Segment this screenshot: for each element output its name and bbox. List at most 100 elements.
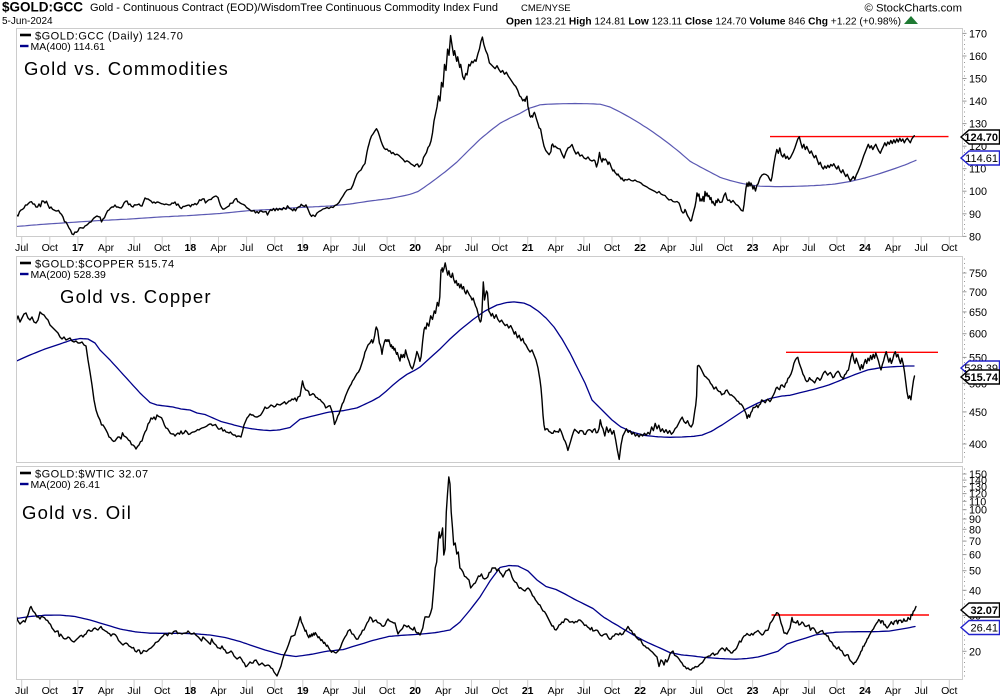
- svg-text:Apr: Apr: [98, 685, 115, 697]
- svg-text:Oct: Oct: [941, 242, 957, 254]
- svg-text:80: 80: [969, 524, 981, 536]
- svg-text:40: 40: [969, 585, 981, 597]
- svg-text:Apr: Apr: [98, 242, 115, 254]
- svg-text:Jul: Jul: [690, 242, 703, 254]
- svg-text:21: 21: [522, 685, 534, 697]
- svg-text:450: 450: [969, 407, 987, 419]
- svg-text:130: 130: [969, 482, 987, 494]
- svg-text:Jul: Jul: [240, 242, 253, 254]
- svg-text:32.07: 32.07: [970, 605, 998, 617]
- svg-text:Oct: Oct: [379, 242, 395, 254]
- svg-text:$GOLD:GCC (Daily) 124.70: $GOLD:GCC (Daily) 124.70: [35, 31, 183, 43]
- svg-text:MA(400) 114.61: MA(400) 114.61: [31, 41, 106, 53]
- svg-text:600: 600: [969, 329, 987, 341]
- svg-text:114.61: 114.61: [965, 153, 998, 165]
- svg-text:400: 400: [969, 439, 987, 451]
- svg-text:Jul: Jul: [15, 685, 28, 697]
- svg-text:CME/NYSE: CME/NYSE: [521, 3, 571, 14]
- svg-text:19: 19: [297, 685, 309, 697]
- svg-text:Jul: Jul: [127, 242, 140, 254]
- svg-text:24: 24: [859, 685, 871, 697]
- svg-text:Gold vs. Oil: Gold vs. Oil: [22, 502, 132, 523]
- svg-text:Jul: Jul: [240, 685, 253, 697]
- svg-text:80: 80: [969, 231, 981, 243]
- svg-text:Oct: Oct: [829, 242, 845, 254]
- svg-text:$GOLD:$COPPER 515.74: $GOLD:$COPPER 515.74: [35, 259, 175, 271]
- svg-text:Oct: Oct: [154, 242, 170, 254]
- svg-text:Apr: Apr: [435, 685, 452, 697]
- svg-text:100: 100: [969, 186, 987, 198]
- svg-text:MA(200) 528.39: MA(200) 528.39: [31, 269, 106, 281]
- svg-text:50: 50: [969, 566, 981, 578]
- svg-text:90: 90: [969, 209, 981, 221]
- svg-text:700: 700: [969, 287, 987, 299]
- svg-text:19: 19: [297, 242, 309, 254]
- svg-text:160: 160: [969, 51, 987, 63]
- svg-text:22: 22: [634, 685, 646, 697]
- svg-text:Apr: Apr: [548, 685, 565, 697]
- svg-text:18: 18: [185, 685, 197, 697]
- svg-text:150: 150: [969, 469, 987, 481]
- svg-text:90: 90: [969, 514, 981, 526]
- svg-text:18: 18: [185, 242, 197, 254]
- svg-text:Apr: Apr: [885, 242, 902, 254]
- svg-text:150: 150: [969, 74, 987, 86]
- svg-text:Jul: Jul: [802, 242, 815, 254]
- svg-text:Oct: Oct: [267, 242, 283, 254]
- svg-text:Gold vs. Copper: Gold vs. Copper: [60, 286, 212, 307]
- svg-text:750: 750: [969, 268, 987, 280]
- svg-text:Apr: Apr: [210, 242, 227, 254]
- svg-text:Jul: Jul: [127, 685, 140, 697]
- svg-text:Oct: Oct: [716, 242, 732, 254]
- svg-text:© StockCharts.com: © StockCharts.com: [865, 3, 962, 15]
- svg-text:$GOLD:$WTIC 32.07: $GOLD:$WTIC 32.07: [35, 469, 149, 481]
- svg-text:110: 110: [969, 164, 986, 176]
- svg-text:Apr: Apr: [773, 242, 790, 254]
- svg-text:Oct: Oct: [42, 242, 58, 254]
- svg-text:Jul: Jul: [465, 685, 478, 697]
- svg-text:17: 17: [72, 242, 84, 254]
- svg-text:Apr: Apr: [548, 242, 565, 254]
- svg-text:Oct: Oct: [829, 685, 845, 697]
- svg-text:Jul: Jul: [352, 685, 365, 697]
- svg-text:124.70: 124.70: [964, 132, 998, 144]
- svg-text:Gold vs. Commodities: Gold vs. Commodities: [24, 58, 229, 79]
- svg-text:Jul: Jul: [465, 242, 478, 254]
- svg-text:140: 140: [969, 96, 987, 108]
- svg-text:Oct: Oct: [716, 685, 732, 697]
- svg-text:Jul: Jul: [914, 685, 927, 697]
- svg-text:Oct: Oct: [379, 685, 395, 697]
- svg-text:70: 70: [969, 536, 981, 548]
- svg-text:Oct: Oct: [604, 242, 620, 254]
- svg-text:100: 100: [969, 505, 987, 517]
- svg-text:Oct: Oct: [941, 685, 957, 697]
- svg-text:21: 21: [522, 242, 534, 254]
- svg-text:515.74: 515.74: [964, 372, 999, 384]
- svg-text:17: 17: [72, 685, 84, 697]
- svg-text:20: 20: [969, 646, 981, 658]
- svg-text:Apr: Apr: [210, 685, 227, 697]
- svg-text:Jul: Jul: [15, 242, 28, 254]
- svg-text:24: 24: [859, 242, 871, 254]
- svg-text:23: 23: [747, 242, 759, 254]
- svg-text:Apr: Apr: [885, 685, 902, 697]
- svg-text:Apr: Apr: [660, 685, 677, 697]
- svg-text:Oct: Oct: [154, 685, 170, 697]
- svg-text:170: 170: [969, 28, 987, 40]
- svg-text:650: 650: [969, 307, 987, 319]
- svg-text:Apr: Apr: [323, 242, 340, 254]
- svg-text:$GOLD:GCC: $GOLD:GCC: [2, 0, 83, 15]
- svg-text:60: 60: [969, 550, 981, 562]
- svg-text:23: 23: [747, 685, 759, 697]
- svg-text:Jul: Jul: [577, 242, 590, 254]
- svg-text:Open 123.21 High 124.81 Low 12: Open 123.21 High 124.81 Low 123.11 Close…: [506, 17, 901, 28]
- svg-text:Jul: Jul: [914, 242, 927, 254]
- svg-text:Oct: Oct: [491, 685, 507, 697]
- svg-text:20: 20: [409, 242, 421, 254]
- svg-text:Apr: Apr: [773, 685, 790, 697]
- svg-text:26.41: 26.41: [970, 623, 998, 635]
- svg-text:Oct: Oct: [267, 685, 283, 697]
- svg-text:Oct: Oct: [42, 685, 58, 697]
- svg-text:Jul: Jul: [690, 685, 703, 697]
- svg-text:22: 22: [634, 242, 646, 254]
